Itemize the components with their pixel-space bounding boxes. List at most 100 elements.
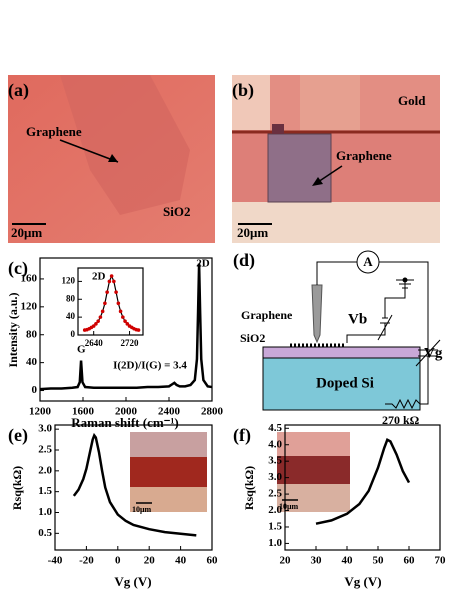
photo-text: Graphene	[336, 148, 392, 163]
x-tick-label: 60	[404, 555, 416, 567]
photo-text: Gold	[398, 93, 426, 108]
data-point	[100, 309, 105, 314]
photo-text: Graphene	[26, 124, 82, 139]
resistor-label: 270 kΩ	[382, 413, 420, 427]
data-point	[96, 319, 100, 323]
substrate-label: Doped Si	[316, 375, 374, 391]
y-tick-label: 1.0	[268, 537, 282, 549]
diagram-labels: (d) A Graphene SiO2 Vb Vg Doped Si 270 k…	[233, 250, 443, 427]
data-point	[107, 279, 112, 284]
scale-bar-label: 10μm	[279, 502, 299, 511]
y-tick-label: 3.5	[268, 455, 282, 467]
y-tick-label: 2.0	[268, 504, 282, 516]
y-tick-label: 80	[66, 293, 76, 303]
x-tick-label: 40	[175, 555, 187, 567]
x-tick-label: 20	[280, 555, 292, 567]
y-tick-label: 4.0	[268, 438, 282, 450]
voltage-label: Vb	[348, 311, 367, 327]
data-point	[105, 290, 109, 294]
y-axis-label: Intensity (a.u.)	[6, 292, 20, 367]
annotation: 2D	[196, 258, 210, 270]
y-tick-label: 1.0	[38, 506, 52, 518]
y-tick-label: 4.5	[268, 422, 282, 434]
ammeter-label: A	[363, 254, 373, 269]
inset-photo-f	[277, 432, 350, 512]
circuit-diagram	[262, 250, 441, 411]
annotation: G	[77, 344, 86, 356]
panel-label: (a)	[8, 80, 29, 101]
y-tick-label: 0.5	[38, 527, 52, 539]
annotation: I(2D)/I(G) = 3.4	[113, 360, 187, 372]
x-tick-label: 40	[342, 555, 354, 567]
plot-frame	[77, 267, 144, 336]
panel-label: (c)	[8, 258, 28, 279]
x-tick-label: 2400	[158, 406, 181, 418]
data-point	[125, 322, 130, 326]
y-axis-label: Rsq(kΩ)	[242, 466, 256, 510]
x-tick-label: 1200	[29, 406, 52, 418]
panel-label: (f)	[233, 425, 251, 446]
y-tick-label: 120	[21, 300, 38, 312]
data-line	[72, 432, 197, 537]
y-tick-label: 160	[21, 272, 38, 284]
y-tick-label: 0	[71, 329, 76, 339]
data-line	[39, 263, 213, 391]
x-tick-label: 1600	[72, 406, 95, 418]
x-axis-label: Vg (V)	[114, 574, 151, 589]
photo-a: (a) Graphene SiO2 20μm	[8, 75, 215, 243]
y-tick-label: 40	[66, 311, 76, 321]
x-tick-label: 2000	[115, 406, 138, 418]
y-tick-label: 3.0	[268, 471, 282, 483]
y-tick-label: 2.5	[38, 444, 52, 456]
data-point	[121, 315, 125, 319]
x-axis-label: Raman shift (cm⁻¹)	[71, 415, 179, 430]
data-point	[109, 274, 114, 278]
data-point	[114, 290, 118, 294]
data-point	[123, 319, 127, 323]
data-point	[116, 301, 121, 306]
data-point	[94, 322, 98, 326]
y-tick-label: 2.5	[268, 488, 282, 500]
panel-label: (b)	[232, 80, 254, 101]
plot-frame	[284, 424, 441, 551]
photo-text: SiO2	[163, 204, 190, 219]
y-tick-label: 1.5	[38, 485, 52, 497]
inset-title: 2D	[92, 271, 106, 283]
x-axis-label: Vg (V)	[344, 574, 381, 589]
inset-photo-e	[130, 432, 207, 512]
data-point	[112, 279, 116, 284]
x-tick-label: -40	[48, 555, 63, 567]
x-tick-label: 0	[115, 555, 121, 567]
x-tick-label: 60	[207, 555, 219, 567]
y-tick-label: 1.5	[268, 521, 282, 533]
x-tick-label: 50	[373, 555, 385, 567]
x-tick-label: 2800	[201, 406, 224, 418]
y-tick-label: 2.0	[38, 464, 52, 476]
x-tick-label: 2720	[121, 338, 140, 348]
data-point	[98, 315, 103, 319]
y-tick-label: 80	[26, 328, 38, 340]
x-tick-label: 70	[435, 555, 447, 567]
x-tick-label: 20	[144, 555, 156, 567]
panel-label: (d)	[233, 250, 255, 271]
y-tick-label: 0	[32, 384, 38, 396]
data-point	[136, 328, 141, 332]
data-point	[118, 309, 123, 314]
y-tick-label: 120	[62, 275, 76, 285]
layer-label: Graphene	[241, 308, 293, 322]
x-tick-label: 30	[311, 555, 323, 567]
fit-line	[84, 274, 139, 331]
y-axis-label: Rsq(kΩ)	[10, 466, 24, 510]
scale-bar-label: 20μm	[237, 225, 268, 240]
scale-bar-label: 10μm	[132, 505, 152, 514]
data-line	[315, 438, 411, 525]
data-point	[91, 324, 96, 328]
plot-frame	[54, 424, 213, 551]
x-tick-label: 2640	[85, 338, 104, 348]
panel-label: (e)	[8, 425, 28, 446]
layer-label: SiO2	[240, 331, 265, 345]
scale-bar-label: 20μm	[11, 225, 42, 240]
photo-b: (b) Gold Graphene 20μm	[232, 75, 440, 243]
x-tick-label: -20	[79, 555, 94, 567]
